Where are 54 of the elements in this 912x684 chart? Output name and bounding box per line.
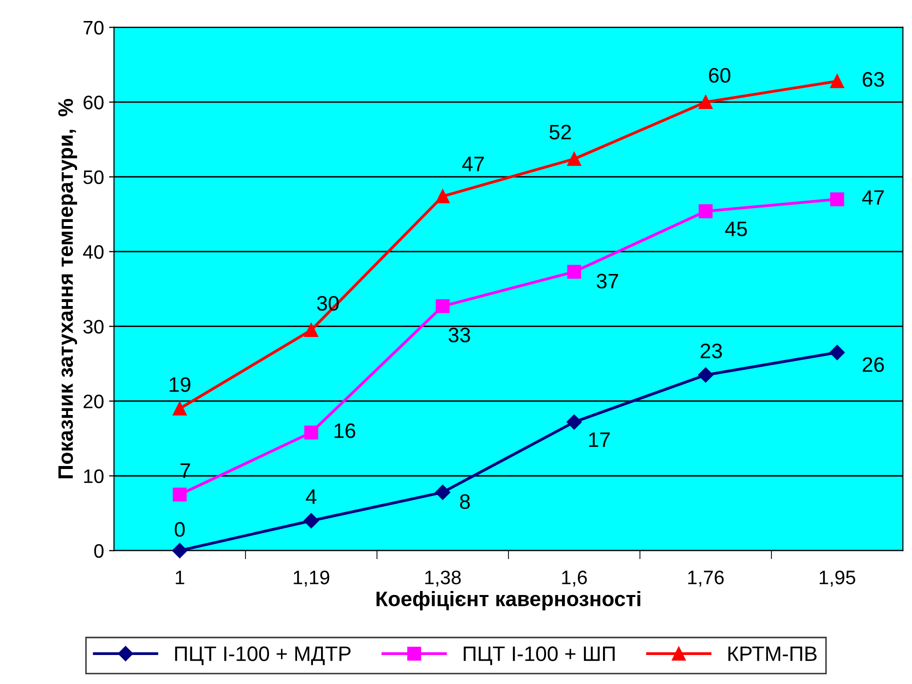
- x-tick-label: 1,19: [294, 570, 330, 587]
- point: [830, 74, 844, 88]
- x-tick-label: 1,76: [688, 570, 724, 587]
- data-label: 17: [589, 432, 610, 447]
- data-label: 52: [550, 124, 571, 140]
- y-tick-label: 70: [84, 20, 104, 35]
- point: [698, 367, 714, 383]
- y-tick-label: 50: [83, 170, 104, 184]
- y-tick-label: 40: [83, 245, 104, 259]
- data-label: 19: [170, 377, 190, 392]
- point: [172, 402, 187, 416]
- data-label: 33: [448, 328, 470, 342]
- point: [698, 204, 713, 218]
- point: [304, 513, 319, 528]
- data-label: 60: [709, 68, 730, 83]
- y-tick-label: 20: [84, 394, 104, 408]
- legend-label: ПЦТ І-100 + МДТР: [175, 646, 351, 666]
- point: [304, 426, 318, 440]
- data-label: 47: [862, 190, 884, 205]
- point: [567, 264, 582, 279]
- data-label: 16: [334, 423, 356, 438]
- data-label: 63: [862, 72, 884, 87]
- data-label: 47: [462, 156, 484, 172]
- point: [566, 414, 582, 430]
- point: [830, 344, 845, 360]
- point: [436, 189, 450, 204]
- data-label: 4: [306, 490, 316, 504]
- data-label: 7: [180, 463, 190, 478]
- x-tick-label: 1,38: [425, 570, 461, 587]
- y-tick-label: 10: [84, 469, 104, 484]
- data-label: 26: [862, 357, 884, 372]
- point: [304, 323, 318, 338]
- y-axis-title: Показник затухання температури, %: [58, 98, 78, 478]
- x-tick-label: 1,6: [562, 570, 587, 587]
- data-label: 23: [700, 344, 722, 358]
- legend-label: КРТМ-ПВ: [728, 646, 817, 661]
- x-tick-label: 1: [176, 570, 184, 584]
- x-tick-label: 1,95: [820, 570, 856, 587]
- y-tick-label: 0: [94, 544, 104, 558]
- point: [436, 299, 450, 314]
- point: [172, 543, 188, 558]
- point: [567, 152, 582, 166]
- point: [172, 488, 187, 502]
- data-label: 37: [596, 274, 618, 288]
- point: [698, 95, 713, 110]
- x-axis-title: Коефіцієнт кавернозності: [376, 590, 640, 610]
- point: [830, 192, 844, 206]
- point: [435, 484, 450, 500]
- data-label: 8: [460, 494, 470, 510]
- y-tick-label: 60: [84, 96, 104, 110]
- y-tick-label: 30: [83, 320, 104, 334]
- data-label: 45: [725, 222, 747, 236]
- data-label: 0: [174, 522, 185, 537]
- legend-label: ПЦТ І-100 + ШП: [464, 646, 615, 666]
